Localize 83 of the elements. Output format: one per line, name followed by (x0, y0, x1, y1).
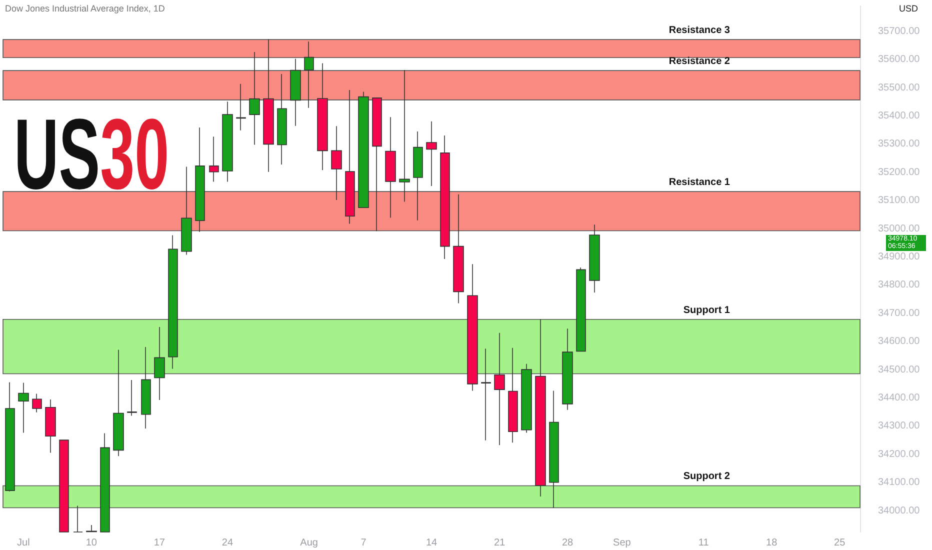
y-tick-label: 34500.00 (878, 364, 920, 376)
band-label: Support 2 (683, 471, 730, 482)
y-tick-label: 34000.00 (878, 505, 920, 516)
y-tick-label: 34400.00 (878, 392, 920, 404)
candlestick (317, 62, 328, 171)
candlestick (508, 347, 518, 443)
band-label: Resistance 1 (668, 177, 730, 188)
y-axis-title: USD (899, 4, 918, 14)
x-tick-label: 10 (86, 538, 98, 548)
y-tick-label: 35200.00 (878, 166, 920, 178)
y-tick-label: 35000.00 (878, 223, 920, 234)
candlestick (535, 318, 546, 497)
candlestick (576, 267, 586, 352)
y-tick-label: 34600.00 (878, 336, 920, 348)
candlestick (222, 101, 233, 182)
candlestick (154, 326, 165, 400)
y-tick-label: 34800.00 (878, 280, 920, 291)
x-tick-label: 28 (562, 538, 574, 548)
candlestick (195, 127, 205, 232)
band-label: Resistance 3 (668, 25, 730, 36)
x-tick-label: Aug (300, 538, 318, 548)
candlestick (73, 505, 83, 532)
candlestick (249, 52, 260, 146)
candlestick (494, 332, 505, 446)
candlestick (521, 364, 532, 434)
candlestick (141, 346, 151, 429)
candlestick (45, 399, 56, 454)
x-tick-label: Sep (613, 538, 632, 548)
x-tick-label: Jul (17, 538, 30, 548)
y-tick-label: 35500.00 (878, 82, 920, 94)
candlestick (562, 328, 573, 410)
candlestick (168, 234, 178, 370)
candlestick (372, 98, 382, 232)
y-tick-label: 35300.00 (878, 138, 920, 150)
x-tick-label: 17 (154, 538, 166, 548)
y-tick-label: 34100.00 (878, 477, 920, 488)
candlestick (399, 70, 410, 202)
y-tick-label: 35400.00 (878, 110, 920, 122)
chart-title: Dow Jones Industrial Average Index, 1D (5, 4, 166, 14)
band-label: Resistance 2 (668, 56, 730, 68)
candlestick (127, 380, 137, 416)
candlestick (426, 120, 437, 186)
y-tick-label: 34300.00 (878, 420, 920, 432)
candlestick (86, 524, 97, 532)
candlestick (467, 264, 478, 392)
y-tick-label: 34900.00 (878, 252, 920, 263)
candlestick (100, 432, 110, 532)
candlestick (236, 83, 246, 131)
y-tick-label: 34200.00 (878, 448, 920, 460)
candlestick (358, 91, 369, 208)
candlestick (331, 126, 342, 200)
y-tick-label: 35700.00 (878, 26, 920, 37)
x-tick-label: 14 (426, 538, 438, 548)
candlestick (263, 38, 274, 172)
y-tick-label: 34700.00 (878, 308, 920, 319)
candlestick (277, 74, 287, 165)
annotation: US30 (14, 98, 170, 210)
x-tick-label: 7 (360, 538, 367, 548)
candlestick (32, 393, 42, 413)
candlestick (5, 382, 15, 492)
candlestick (345, 90, 355, 224)
y-tick-label: 35100.00 (878, 195, 920, 206)
x-tick-label: 18 (766, 538, 778, 548)
candlestick (413, 131, 423, 221)
candlestick (481, 348, 491, 441)
candlestick (304, 41, 314, 108)
x-tick-label: 25 (834, 538, 846, 548)
x-tick-label: 21 (494, 538, 506, 548)
candlestick (440, 135, 450, 260)
candlestick (453, 194, 464, 304)
y-tick-label: 35600.00 (878, 54, 920, 66)
candlestick (181, 166, 192, 256)
candlestick (18, 382, 29, 434)
x-tick-label: 24 (222, 538, 234, 548)
candlestick (113, 349, 124, 457)
candlestick (290, 58, 301, 126)
candlestick (589, 224, 600, 293)
candlestick (549, 390, 559, 508)
candlestick (385, 116, 396, 218)
candlestick (59, 440, 69, 532)
candlestick (209, 136, 219, 182)
x-tick-label: 11 (698, 538, 710, 548)
band-label: Support 1 (683, 304, 730, 316)
